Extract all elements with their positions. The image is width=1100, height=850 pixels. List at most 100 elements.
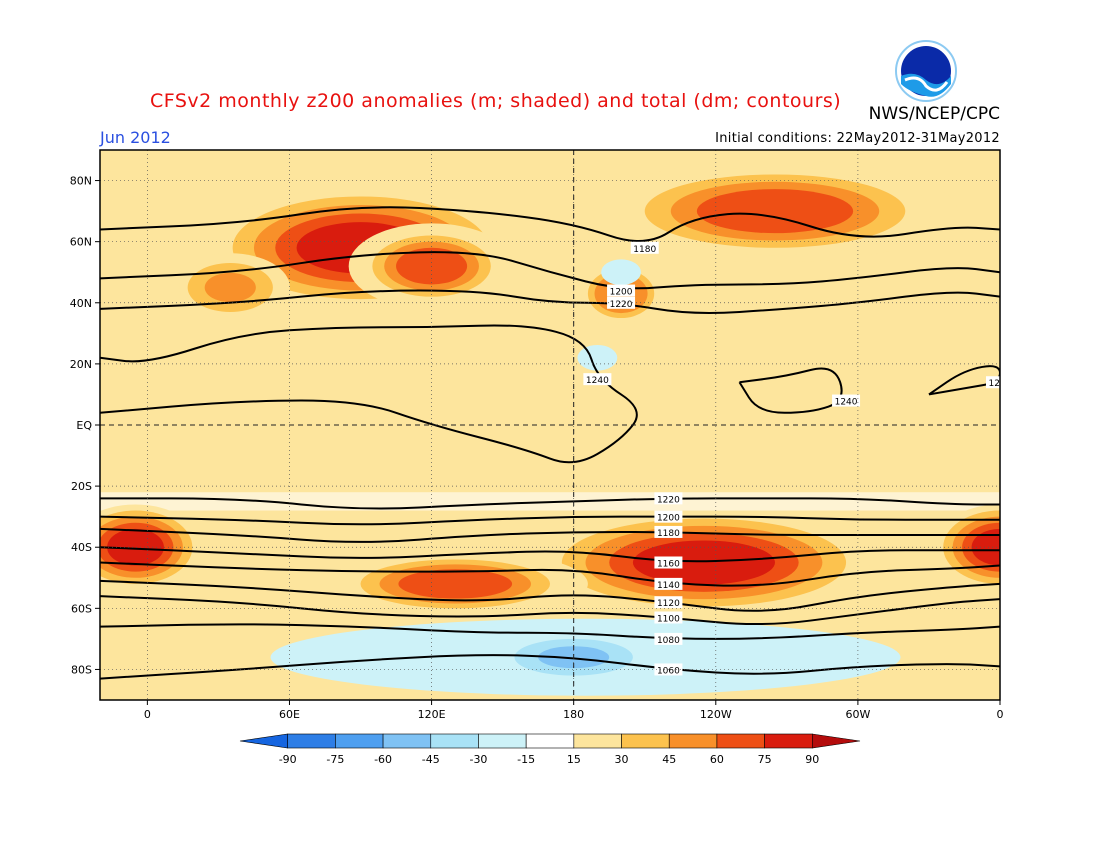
contour-line [100, 623, 1000, 640]
contour-line [928, 365, 1000, 396]
noaa-logo-icon [895, 40, 957, 102]
colorbar-swatch [430, 733, 479, 749]
lat-tick-label: 80S [71, 663, 92, 676]
contour-value: 1160 [657, 560, 680, 570]
contour-label: 1120 [654, 596, 683, 609]
lat-tick-label: 20N [70, 358, 92, 371]
lat-tick-label: 60S [71, 602, 92, 615]
colorbar-label: -75 [326, 753, 344, 766]
lat-tick-label: 40N [70, 297, 92, 310]
colorbar-label: 45 [662, 753, 676, 766]
lon-tick-label: 0 [144, 708, 151, 721]
colorbar-swatch [668, 733, 718, 749]
lon-tick-label: 0 [997, 708, 1004, 721]
contour-value: 1120 [657, 599, 680, 609]
colorbar-label: 75 [758, 753, 772, 766]
colorbar-swatch [573, 733, 622, 749]
lat-tick-label: EQ [76, 419, 92, 432]
contour-label: 1180 [654, 525, 683, 539]
colorbar-swatch [764, 733, 813, 749]
contour-line [100, 289, 1000, 314]
contour-label: 1180 [630, 241, 659, 255]
anomaly-blob [632, 540, 776, 585]
colorbar-label: 30 [615, 753, 629, 766]
lon-tick-label: 60E [279, 708, 300, 721]
contour-value: 1200 [610, 288, 633, 298]
contour-label: 1080 [654, 632, 683, 646]
lon-tick-label: 120W [700, 708, 732, 721]
initial-conditions: Initial conditions: 22May2012-31May2012 [715, 131, 1000, 146]
contour-value: 1240 [989, 379, 1012, 389]
agency-label: NWS/NCEP/CPC [868, 104, 1000, 124]
colorbar-swatch [382, 733, 432, 749]
contour-line [100, 206, 1000, 242]
contour-label: 1220 [654, 492, 683, 505]
forecast-month: Jun 2012 [100, 128, 171, 147]
lat-tick-label: 60N [70, 236, 92, 249]
chart-title: CFSv2 monthly z200 anomalies (m; shaded)… [150, 90, 842, 112]
contour-line [100, 527, 1000, 543]
contour-line [100, 579, 1000, 612]
contour-label: 1200 [654, 510, 683, 524]
lon-tick-label: 60W [845, 708, 870, 721]
colorbar-label: 60 [710, 753, 724, 766]
anomaly-blob [204, 272, 256, 303]
colorbar-label: 90 [805, 753, 819, 766]
colorbar-arrow-low [239, 733, 288, 749]
contour-line [100, 561, 1000, 587]
contour-value: 1180 [633, 245, 656, 255]
contour-label: 1140 [654, 577, 683, 591]
lat-tick-label: 40S [71, 541, 92, 554]
contour-value: 1140 [657, 581, 680, 591]
lon-tick-label: 120E [418, 708, 446, 721]
lat-tick-label: 20S [71, 480, 92, 493]
colorbar-label: -30 [469, 753, 487, 766]
contour-label: 1200 [607, 284, 636, 298]
contour-value: 1240 [586, 376, 609, 386]
contour-line [100, 497, 1000, 510]
colorbar-label: 15 [567, 753, 581, 766]
anomaly-blob [612, 266, 630, 278]
colorbar-swatch [621, 733, 670, 749]
contour-value: 1060 [657, 666, 680, 676]
contour-line [100, 595, 1000, 626]
contour-label: 1160 [654, 556, 683, 570]
colorbar-swatch [478, 733, 527, 749]
contour-line [100, 251, 1000, 290]
colorbar-label: -45 [422, 753, 440, 766]
anomaly-blob [588, 352, 606, 364]
contour-line [100, 515, 1000, 526]
contour-value: 1200 [657, 514, 680, 524]
height-contours: 1180 1200 1220 1240 1240 1240 1220 1200 1180 1160… [100, 206, 1012, 680]
grid [100, 150, 1001, 700]
contour-value: 1180 [657, 529, 680, 539]
contour-label: 1220 [607, 296, 636, 310]
contour-label: 1240 [583, 373, 612, 386]
colorbar-swatch [335, 733, 384, 749]
contour-value: 1080 [657, 636, 680, 646]
colorbar-label: -60 [374, 753, 392, 766]
colorbar-swatch [716, 733, 765, 749]
contour-line [100, 324, 638, 464]
colorbar-arrow-high [812, 733, 861, 749]
contour-value: 1240 [835, 398, 858, 408]
anomaly-blob [971, 528, 1000, 566]
contour-label: 1240 [832, 394, 861, 408]
contour-label: 1240 [986, 376, 1012, 389]
contour-value: 1100 [657, 615, 680, 625]
anomaly-blob [696, 189, 854, 234]
contour-label: 1100 [654, 611, 683, 625]
contour-line [100, 546, 1000, 563]
contour-label: 1060 [654, 663, 683, 676]
colorbar-label: -90 [279, 753, 297, 766]
anomaly-blob [398, 569, 513, 599]
contour-line [738, 367, 843, 414]
contour-value: 1220 [610, 300, 633, 310]
contour-line [100, 654, 1000, 680]
colorbar: -90 -75 -60 -45 -30 -15 15 30 45 60 75 90 [239, 733, 861, 766]
colorbar-label: -15 [517, 753, 535, 766]
lon-tick-label: 180 [563, 708, 584, 721]
colorbar-swatch [287, 733, 336, 749]
colorbar-swatch [525, 733, 575, 749]
